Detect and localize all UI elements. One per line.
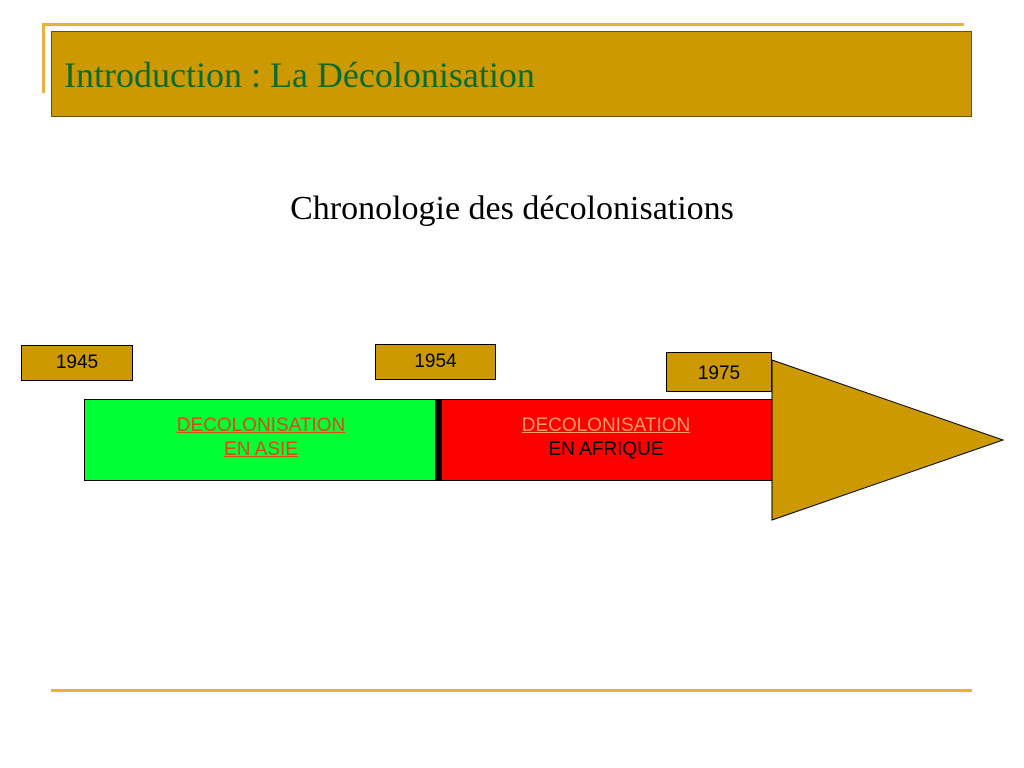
page-title: Introduction : La Décolonisation: [64, 55, 535, 95]
year-label-1945: 1945: [21, 345, 133, 381]
timeline-divider: [435, 399, 442, 481]
title-bar: Introduction : La Décolonisation: [51, 31, 972, 117]
year-label-1954: 1954: [375, 344, 496, 380]
asia-link-line1[interactable]: DECOLONISATION: [176, 415, 346, 436]
year-label-1975: 1975: [666, 352, 772, 392]
africa-label-line2: EN AFRIQUE: [548, 439, 664, 460]
asia-link-line2[interactable]: EN ASIE: [224, 439, 298, 460]
frame-top-line: [42, 23, 964, 26]
arrowhead-icon: [771, 359, 1005, 521]
band-asia: DECOLONISATION EN ASIE: [84, 399, 438, 481]
frame-left-line: [42, 23, 45, 93]
band-africa: DECOLONISATION EN AFRIQUE: [440, 399, 772, 481]
timeline-subtitle: Chronologie des décolonisations: [290, 190, 734, 227]
africa-link-line1[interactable]: DECOLONISATION: [521, 415, 691, 436]
bottom-rule: [51, 689, 972, 692]
